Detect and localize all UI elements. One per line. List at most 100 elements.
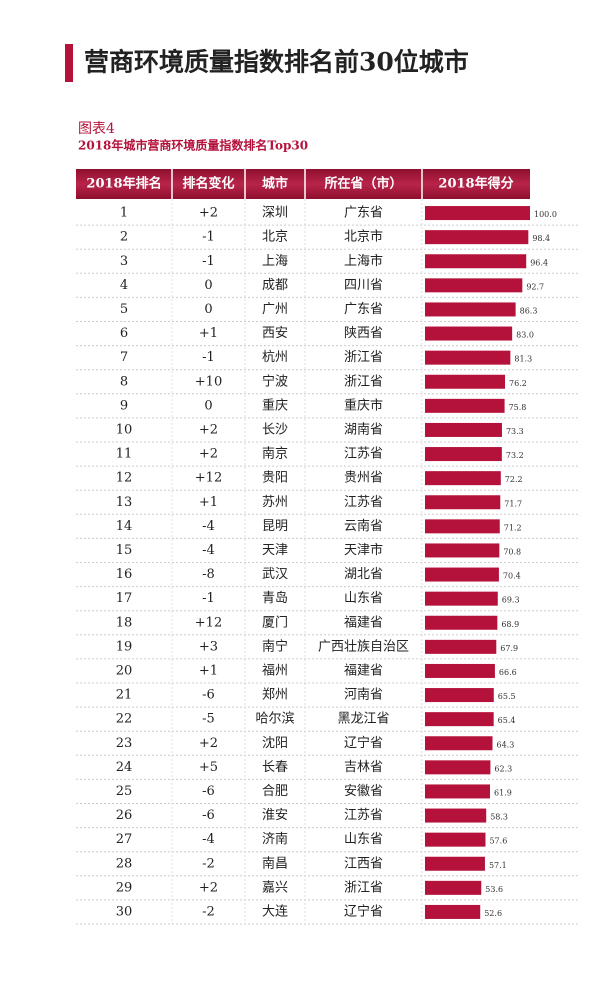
cell: 江西省 — [344, 856, 383, 871]
score-bar — [425, 350, 511, 365]
score-bar — [425, 688, 494, 703]
score-label: 100.0 — [534, 210, 557, 219]
cell: 成都 — [262, 278, 288, 293]
score-bar — [425, 447, 502, 462]
cell: 福建省 — [344, 615, 383, 630]
cell: 24 — [116, 760, 133, 775]
score-label: 53.6 — [485, 885, 503, 894]
score-bar — [425, 278, 523, 293]
cell: +2 — [199, 206, 218, 221]
cell: 吉林省 — [344, 760, 383, 775]
cell: 23 — [116, 736, 133, 751]
cell: +5 — [199, 760, 218, 775]
cell: 13 — [116, 495, 133, 510]
cell: -5 — [202, 712, 215, 727]
cell: 辽宁省 — [344, 735, 383, 751]
score-label: 73.3 — [506, 427, 524, 436]
cell: 28 — [116, 856, 133, 871]
cell: 郑州 — [262, 688, 288, 703]
cell: 0 — [204, 302, 212, 317]
cell: 武汉 — [262, 567, 288, 582]
cell: +10 — [195, 374, 222, 389]
cell: 江苏省 — [344, 446, 383, 462]
score-label: 65.5 — [498, 692, 516, 701]
cell: 19 — [116, 639, 133, 654]
column-header: 2018年得分 — [438, 176, 513, 192]
cell: 26 — [116, 808, 133, 823]
cell: +3 — [199, 639, 218, 654]
cell: 14 — [116, 519, 133, 534]
cell: 8 — [120, 374, 128, 389]
score-bar — [425, 639, 497, 654]
cell: -2 — [202, 856, 215, 871]
score-label: 67.9 — [500, 644, 518, 653]
score-bar — [425, 904, 481, 919]
cell: 江苏省 — [344, 807, 383, 823]
cell: +1 — [199, 495, 218, 510]
score-bar — [425, 784, 490, 799]
cell: 12 — [116, 471, 133, 486]
cell: 江苏省 — [344, 494, 383, 510]
cell: 南京 — [262, 446, 288, 462]
cell: 10 — [116, 422, 133, 437]
cell: +1 — [199, 663, 218, 678]
cell: 4 — [120, 278, 128, 293]
score-label: 61.9 — [494, 788, 512, 797]
cell: 哈尔滨 — [255, 711, 294, 727]
cell: 天津市 — [344, 542, 383, 558]
cell: 河南省 — [344, 687, 383, 703]
cell: 1 — [120, 206, 128, 221]
cell: 长春 — [262, 760, 288, 775]
cell: 0 — [204, 278, 212, 293]
cell: 浙江省 — [344, 350, 383, 365]
cell: 7 — [120, 350, 128, 365]
cell: 福州 — [262, 663, 288, 678]
score-bar — [425, 254, 527, 269]
cell: -1 — [202, 591, 215, 606]
score-label: 64.3 — [497, 740, 515, 749]
figure-subtitle: 2018年城市营商环境质量指数排名Top30 — [78, 138, 308, 153]
cell: +2 — [199, 422, 218, 437]
cell: 湖南省 — [344, 421, 383, 437]
score-label: 71.2 — [504, 523, 522, 532]
score-label: 96.4 — [530, 258, 548, 267]
cell: -4 — [202, 543, 215, 558]
cell: -8 — [202, 567, 215, 582]
cell: 安徽省 — [344, 784, 383, 799]
cell: +12 — [195, 615, 222, 630]
cell: 北京 — [262, 230, 288, 245]
cell: -6 — [202, 784, 215, 799]
score-label: 81.3 — [514, 355, 532, 364]
cell: -1 — [202, 230, 215, 245]
cell: 沈阳 — [262, 736, 288, 751]
cell: 2 — [120, 230, 128, 245]
score-label: 68.9 — [501, 620, 519, 629]
cell: 上海市 — [344, 253, 383, 269]
cell: 30 — [116, 904, 133, 919]
score-bar — [425, 760, 491, 775]
cell: 11 — [116, 447, 133, 462]
score-bar — [425, 422, 502, 437]
cell: 大连 — [262, 903, 288, 919]
score-label: 70.8 — [503, 547, 521, 556]
cell: 西安 — [262, 326, 288, 341]
cell: 北京市 — [344, 229, 383, 245]
cell: 广东省 — [344, 302, 383, 317]
cell: -4 — [202, 519, 215, 534]
cell: 15 — [116, 543, 133, 558]
score-bar — [425, 712, 494, 727]
cell: 18 — [116, 615, 133, 630]
cell: +1 — [199, 326, 218, 341]
score-bar — [425, 856, 485, 871]
cell: 贵阳 — [262, 471, 288, 486]
title-accent — [65, 44, 73, 82]
cell: 5 — [120, 302, 128, 317]
score-label: 70.4 — [503, 572, 521, 581]
score-bar — [425, 302, 516, 317]
score-label: 76.2 — [509, 379, 527, 388]
figure-label: 图表4 — [78, 121, 115, 137]
score-bar — [425, 326, 513, 341]
cell: 宁波 — [262, 373, 288, 389]
cell: 苏州 — [262, 494, 288, 510]
